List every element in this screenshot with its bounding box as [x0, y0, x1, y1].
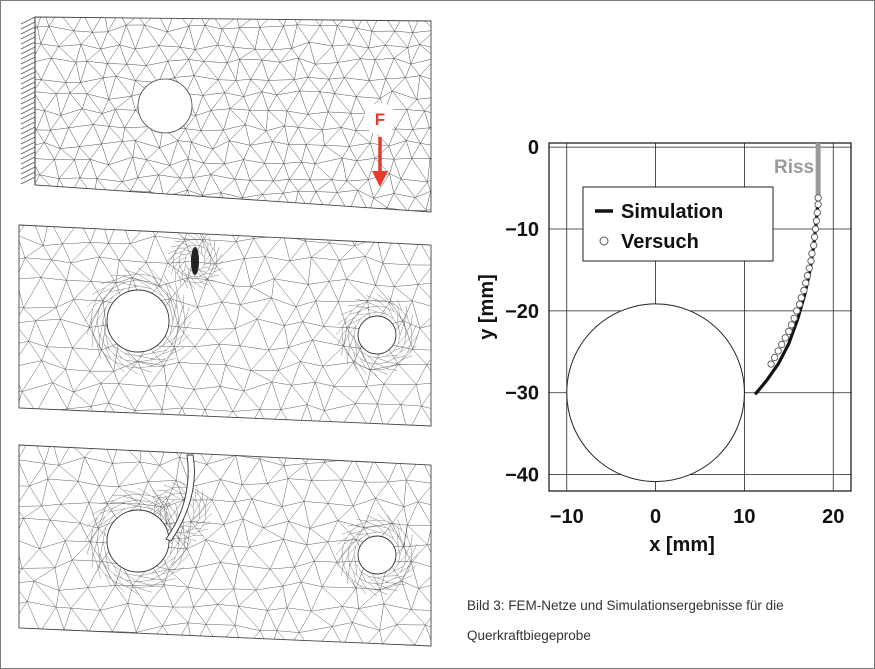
versuch-point [797, 294, 805, 302]
versuch-point [790, 314, 798, 322]
force-marker: F [364, 103, 396, 187]
mesh1-hole [137, 78, 193, 134]
versuch-point [778, 340, 786, 349]
versuch-point [800, 286, 808, 295]
mesh3-hole-small [357, 535, 397, 575]
versuch-point [812, 217, 821, 225]
x-axis-label: x [mm] [649, 534, 715, 556]
versuch-point [793, 307, 801, 315]
versuch-point [787, 321, 796, 329]
y-axis-label: y [mm] [476, 274, 498, 340]
mesh2-hole-large [106, 289, 170, 353]
versuch-point [808, 249, 816, 258]
legend: Simulation Versuch [582, 186, 774, 262]
y-tick-label: 0 [528, 137, 539, 159]
figure-caption: Bild 3: FEM-Netze und Simulationsergebni… [467, 598, 784, 643]
versuch-point [810, 233, 819, 241]
versuch-point [802, 279, 810, 287]
versuch-point [811, 225, 820, 233]
y-tick-label: −40 [505, 465, 539, 487]
y-tick-label: −10 [505, 219, 539, 241]
force-label: F [375, 110, 385, 129]
versuch-point [814, 200, 822, 209]
fem-mesh-initial [20, 16, 432, 213]
versuch-point [781, 334, 789, 342]
crack-path-chart: −10 0 10 200−10−20−30−40x [mm]y [mm]RissSim… [476, 137, 852, 556]
versuch-point [813, 208, 821, 217]
legend-marker-swatch [599, 236, 609, 246]
hole-outline [566, 303, 745, 483]
mesh2-hole-small [357, 315, 397, 355]
versuch-point [774, 347, 782, 355]
mesh3-hole-large [106, 509, 170, 573]
clamp-hatch [20, 16, 36, 185]
versuch-point [810, 241, 818, 250]
versuch-point [814, 194, 822, 202]
versuch-point [803, 271, 812, 280]
versuch-point [805, 264, 813, 272]
versuch-point [767, 360, 775, 368]
crack-label: Riss [774, 157, 814, 178]
x-tick-label: 10 [733, 506, 755, 528]
fem-mesh-cracked [18, 444, 432, 647]
versuch-point [795, 300, 804, 308]
versuch-point [770, 353, 779, 362]
versuch-point [785, 327, 793, 335]
y-tick-label: −20 [505, 301, 539, 323]
y-tick-label: −30 [505, 383, 539, 405]
x-tick-label: 0 [650, 506, 661, 528]
mesh3-crack [165, 454, 195, 542]
x-tick-label: −10 [550, 506, 584, 528]
mesh2-crack-tip [191, 247, 199, 275]
legend-label-versuch: Versuch [621, 231, 699, 253]
x-tick-label: 20 [822, 506, 844, 528]
legend-label-simulation: Simulation [621, 201, 723, 223]
fem-mesh-refined [18, 224, 432, 427]
versuch-point [807, 257, 815, 265]
plot-frame [548, 142, 852, 492]
